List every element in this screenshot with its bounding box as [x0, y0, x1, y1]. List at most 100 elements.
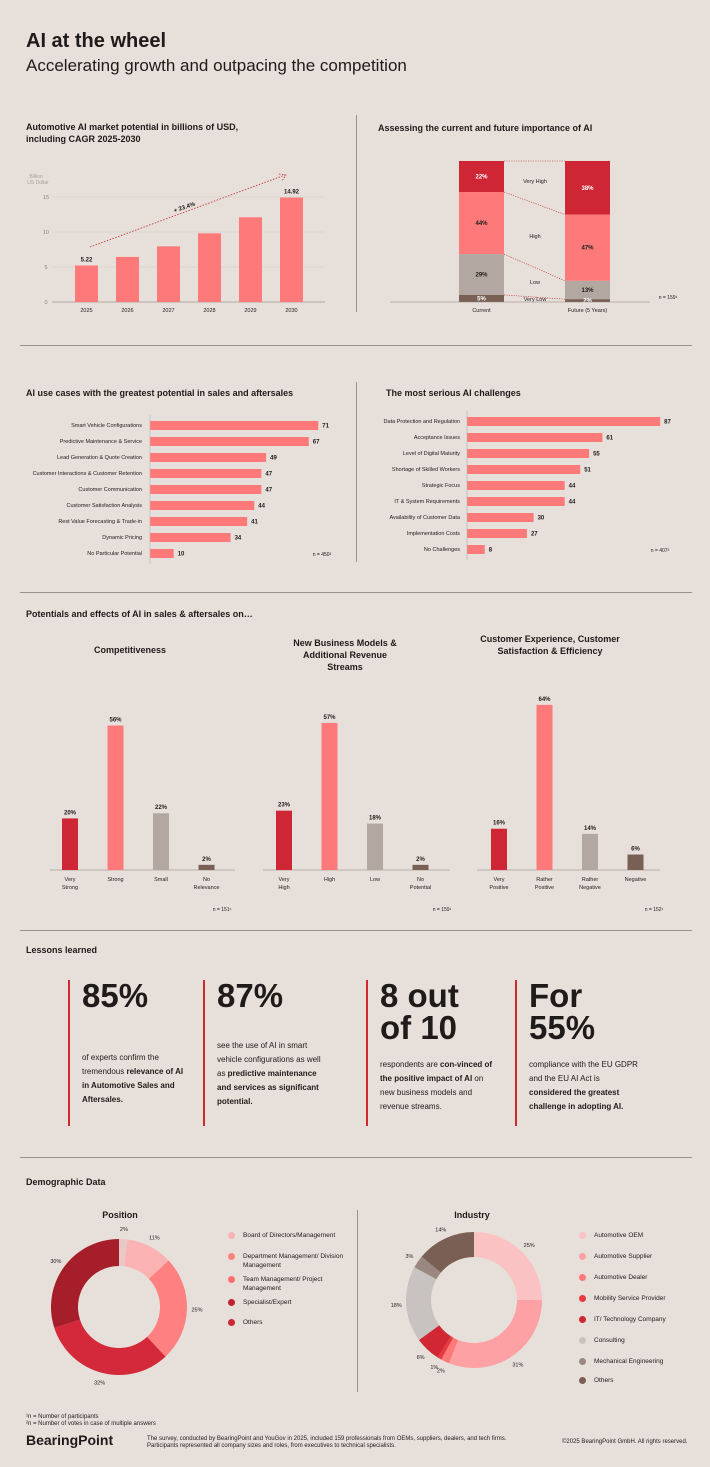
legend-label: Consulting [594, 1337, 625, 1344]
x-tick: Rather [582, 877, 599, 883]
y-tick: 10 [43, 230, 49, 236]
x-tick: No [203, 877, 210, 883]
divider [20, 345, 692, 346]
bar [467, 545, 485, 554]
legend-item: IT/ Technology Company [579, 1315, 709, 1324]
x-tick: Positive [489, 885, 508, 891]
legend-label: Automotive Dealer [594, 1274, 648, 1281]
lesson-text: respondents are con-vinced of the positi… [380, 1060, 493, 1111]
data-label: 6% [631, 847, 640, 853]
legend-label: Automotive Supplier [594, 1253, 653, 1260]
legend-swatch [579, 1337, 586, 1344]
legend-swatch [228, 1232, 235, 1239]
data-label: 38% [581, 186, 594, 192]
donut-slice [437, 1336, 454, 1360]
page-subtitle: Accelerating growth and outpacing the co… [26, 56, 407, 75]
category-label: Lead Generation & Quote Creation [57, 455, 142, 461]
stack-segment [565, 161, 610, 215]
data-label: 14% [584, 826, 597, 832]
bar [582, 833, 598, 870]
x-tick: High [278, 885, 289, 891]
category-label: Predictive Maintenance & Service [60, 439, 142, 445]
slice-label: 2% [437, 1369, 445, 1375]
legend-swatch [579, 1358, 586, 1365]
lesson-text: see the use of AI in smart vehicle confi… [217, 1041, 321, 1106]
donut-slice [474, 1232, 542, 1300]
survey-note-2: Participants represented all company siz… [147, 1443, 396, 1449]
legend-label: Team Management/ Project Management [243, 1276, 323, 1292]
category-label: No Challenges [424, 547, 460, 553]
data-label: 47 [265, 472, 272, 478]
category-label: Customer Communication [78, 487, 142, 493]
slice-label: 11% [149, 1236, 160, 1242]
lesson-4: For 55% compliance with the EU GDPR and … [515, 979, 639, 1126]
x-tick: 2030 [285, 308, 297, 314]
slice-label: 2% [120, 1227, 128, 1233]
legend-swatch [228, 1299, 235, 1306]
data-label: 29% [475, 273, 488, 279]
slice-label: 1% [430, 1365, 438, 1371]
data-label: 16% [493, 821, 506, 827]
bar [150, 437, 309, 446]
survey-note-1: The survey, conducted by BearingPoint an… [147, 1436, 507, 1442]
category-label: Dynamic Pricing [102, 535, 142, 541]
data-label: 44 [258, 504, 265, 510]
n-label: n = 159¹ [433, 907, 452, 913]
lesson-text: of experts confirm the tremendous releva… [82, 1053, 184, 1104]
category-label: Acceptance Issues [414, 435, 460, 441]
bar [467, 433, 603, 442]
lesson-value: 8 out of 10 [380, 977, 459, 1046]
stack-segment [565, 214, 610, 281]
industry-donut: 25% 31% 2%1% 6% 18% 3% 14% [391, 1227, 542, 1375]
bar [150, 517, 248, 526]
cagr-label: + 23.4% [173, 201, 197, 214]
data-label: 13% [581, 288, 594, 294]
legend-item: Mobility Service Provider [579, 1294, 709, 1303]
data-label: 51 [584, 468, 591, 474]
market-title: Automotive AI market potential in billio… [26, 122, 239, 144]
x-tick: 2028 [203, 308, 215, 314]
data-label: 87 [664, 420, 671, 426]
data-label: 20% [64, 810, 77, 816]
data-label: 44% [475, 221, 488, 227]
bar [467, 417, 661, 426]
x-tick: No [417, 877, 424, 883]
legend-label: Mechanical Engineering [594, 1358, 664, 1365]
bar [62, 818, 78, 870]
bar [150, 533, 231, 542]
slice-label: 25% [524, 1243, 535, 1249]
x-tick: Very [493, 877, 504, 883]
category-label: Level of Digital Maturity [403, 451, 460, 457]
data-label: 2% [202, 857, 211, 863]
n-label: n = 450² [313, 552, 332, 558]
legend-label: Others [243, 1319, 263, 1326]
bar [367, 823, 383, 870]
bar [491, 828, 507, 870]
data-label: 61 [606, 436, 613, 442]
bar [150, 549, 174, 558]
donut-slice [124, 1239, 169, 1279]
data-label: 22% [155, 805, 168, 811]
connector [503, 253, 566, 282]
logo: BearingPoint [26, 1432, 114, 1448]
data-label: 22% [475, 175, 488, 181]
n-label: n = 159¹ [659, 295, 678, 301]
donut-slice [421, 1232, 474, 1273]
bar [150, 453, 267, 462]
category-label: IT & System Requirements [394, 499, 460, 505]
x-tick: Positive [535, 885, 554, 891]
legend-swatch [228, 1319, 235, 1326]
x-tick: Small [154, 877, 168, 883]
slice-label: 25% [191, 1307, 202, 1313]
data-label: 64% [538, 697, 551, 703]
position-title: Position [102, 1210, 138, 1220]
legend-swatch [228, 1276, 235, 1283]
divider [20, 592, 692, 593]
donut-slice [441, 1337, 459, 1364]
bar [467, 529, 527, 538]
slice-label: 18% [391, 1303, 402, 1309]
legend-item: Specialist/Expert [228, 1298, 358, 1307]
lesson-value: 85% [82, 977, 149, 1014]
data-label: 10 [178, 552, 185, 558]
